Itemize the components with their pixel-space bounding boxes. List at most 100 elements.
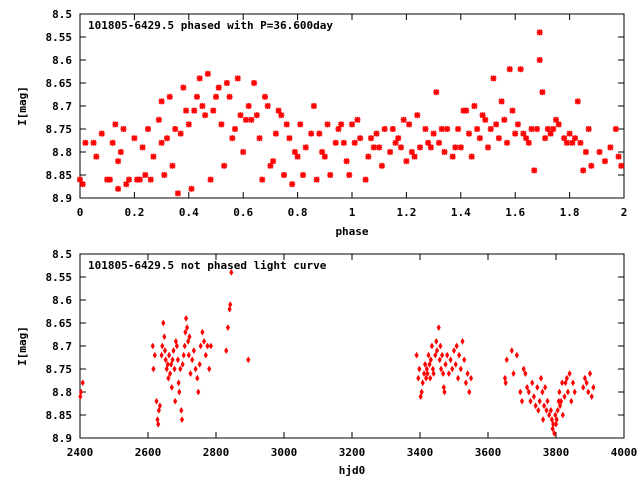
y-tick-label: 8.75 bbox=[46, 123, 73, 136]
bottom-x-axis: 2400 2600 2800 3000 3200 3400 3600 3800 4000 bbox=[67, 254, 638, 459]
data-point bbox=[210, 107, 217, 114]
data-point bbox=[240, 149, 247, 155]
data-point bbox=[224, 347, 229, 355]
data-point bbox=[490, 75, 497, 82]
data-point bbox=[555, 406, 560, 414]
data-point bbox=[188, 185, 195, 192]
data-point bbox=[417, 144, 423, 151]
data-point bbox=[544, 406, 549, 414]
data-point bbox=[370, 144, 377, 151]
data-point bbox=[198, 342, 203, 350]
y-tick-label: 8.65 bbox=[46, 317, 73, 330]
data-point bbox=[525, 139, 532, 146]
data-point bbox=[151, 365, 156, 373]
data-point bbox=[570, 379, 576, 387]
data-point bbox=[163, 356, 168, 364]
x-tick-label: 1.2 bbox=[396, 206, 416, 219]
data-point bbox=[425, 139, 432, 146]
data-point bbox=[232, 126, 239, 132]
data-point bbox=[150, 153, 157, 160]
data-point bbox=[218, 121, 225, 128]
data-point bbox=[261, 93, 268, 100]
data-point bbox=[552, 429, 557, 437]
data-point bbox=[147, 176, 154, 183]
data-point bbox=[564, 374, 569, 382]
data-point bbox=[569, 139, 576, 146]
data-point bbox=[123, 181, 130, 188]
data-point bbox=[588, 162, 595, 169]
data-point bbox=[351, 139, 358, 146]
data-point bbox=[174, 190, 181, 197]
data-point bbox=[215, 84, 222, 91]
data-point bbox=[458, 365, 463, 373]
x-tick-label: 2800 bbox=[203, 446, 230, 459]
data-point bbox=[321, 153, 328, 160]
data-point bbox=[426, 351, 431, 359]
top-x-axis: 0 0.2 0.4 0.6 0.8 1 1.2 1.4 1.6 1.8 2 bbox=[77, 14, 627, 219]
data-point bbox=[424, 374, 429, 382]
y-tick-label: 8.75 bbox=[46, 363, 73, 376]
data-point bbox=[155, 116, 162, 123]
data-point bbox=[406, 121, 413, 128]
data-point bbox=[563, 379, 568, 387]
data-point bbox=[498, 98, 505, 105]
data-point bbox=[555, 121, 562, 128]
data-point bbox=[554, 416, 559, 424]
data-point bbox=[436, 324, 441, 332]
x-tick-label: 4000 bbox=[611, 446, 638, 459]
data-point bbox=[80, 379, 85, 387]
data-point bbox=[300, 172, 307, 178]
data-point bbox=[208, 342, 213, 350]
data-point bbox=[591, 383, 596, 391]
data-point bbox=[158, 139, 165, 146]
y-tick-label: 8.8 bbox=[52, 146, 72, 159]
y-tick-label: 8.9 bbox=[52, 192, 72, 205]
data-point bbox=[154, 397, 159, 405]
data-point bbox=[115, 185, 122, 192]
data-point bbox=[174, 342, 179, 350]
data-point bbox=[185, 324, 190, 332]
data-point bbox=[518, 388, 523, 396]
data-point bbox=[354, 116, 361, 123]
y-tick-label: 8.55 bbox=[46, 271, 73, 284]
data-point bbox=[572, 135, 579, 142]
x-tick-label: 0.2 bbox=[124, 206, 144, 219]
data-point bbox=[430, 130, 437, 137]
y-tick-label: 8.7 bbox=[52, 340, 72, 353]
data-point bbox=[395, 135, 402, 142]
data-point bbox=[202, 337, 207, 345]
data-point bbox=[165, 360, 170, 368]
data-point bbox=[479, 112, 486, 119]
data-point bbox=[313, 176, 320, 183]
data-point bbox=[182, 342, 187, 350]
data-point bbox=[397, 144, 404, 151]
x-tick-label: 0.8 bbox=[288, 206, 308, 219]
data-point bbox=[561, 135, 568, 142]
data-point bbox=[172, 365, 177, 373]
data-point bbox=[572, 388, 577, 396]
data-point bbox=[411, 153, 418, 160]
data-point bbox=[319, 149, 326, 155]
data-point bbox=[585, 126, 592, 132]
data-point bbox=[349, 121, 355, 128]
y-tick-label: 8.85 bbox=[46, 409, 73, 422]
data-point bbox=[427, 144, 434, 151]
data-point bbox=[294, 153, 301, 160]
data-point bbox=[79, 181, 86, 188]
data-point bbox=[553, 411, 558, 419]
data-point bbox=[171, 347, 176, 355]
data-point bbox=[286, 135, 293, 142]
data-point bbox=[120, 126, 127, 132]
data-point bbox=[332, 139, 339, 146]
top-chart-title: 101805-6429.5 phased with P=36.600day bbox=[88, 19, 333, 32]
data-point bbox=[157, 402, 162, 410]
data-point bbox=[400, 116, 407, 123]
data-point bbox=[538, 374, 544, 382]
data-point bbox=[362, 176, 369, 183]
data-point bbox=[166, 93, 173, 100]
data-point bbox=[542, 402, 547, 410]
data-point bbox=[156, 420, 161, 428]
data-point bbox=[514, 351, 519, 359]
y-tick-label: 8.5 bbox=[52, 8, 72, 21]
data-point bbox=[246, 356, 251, 364]
